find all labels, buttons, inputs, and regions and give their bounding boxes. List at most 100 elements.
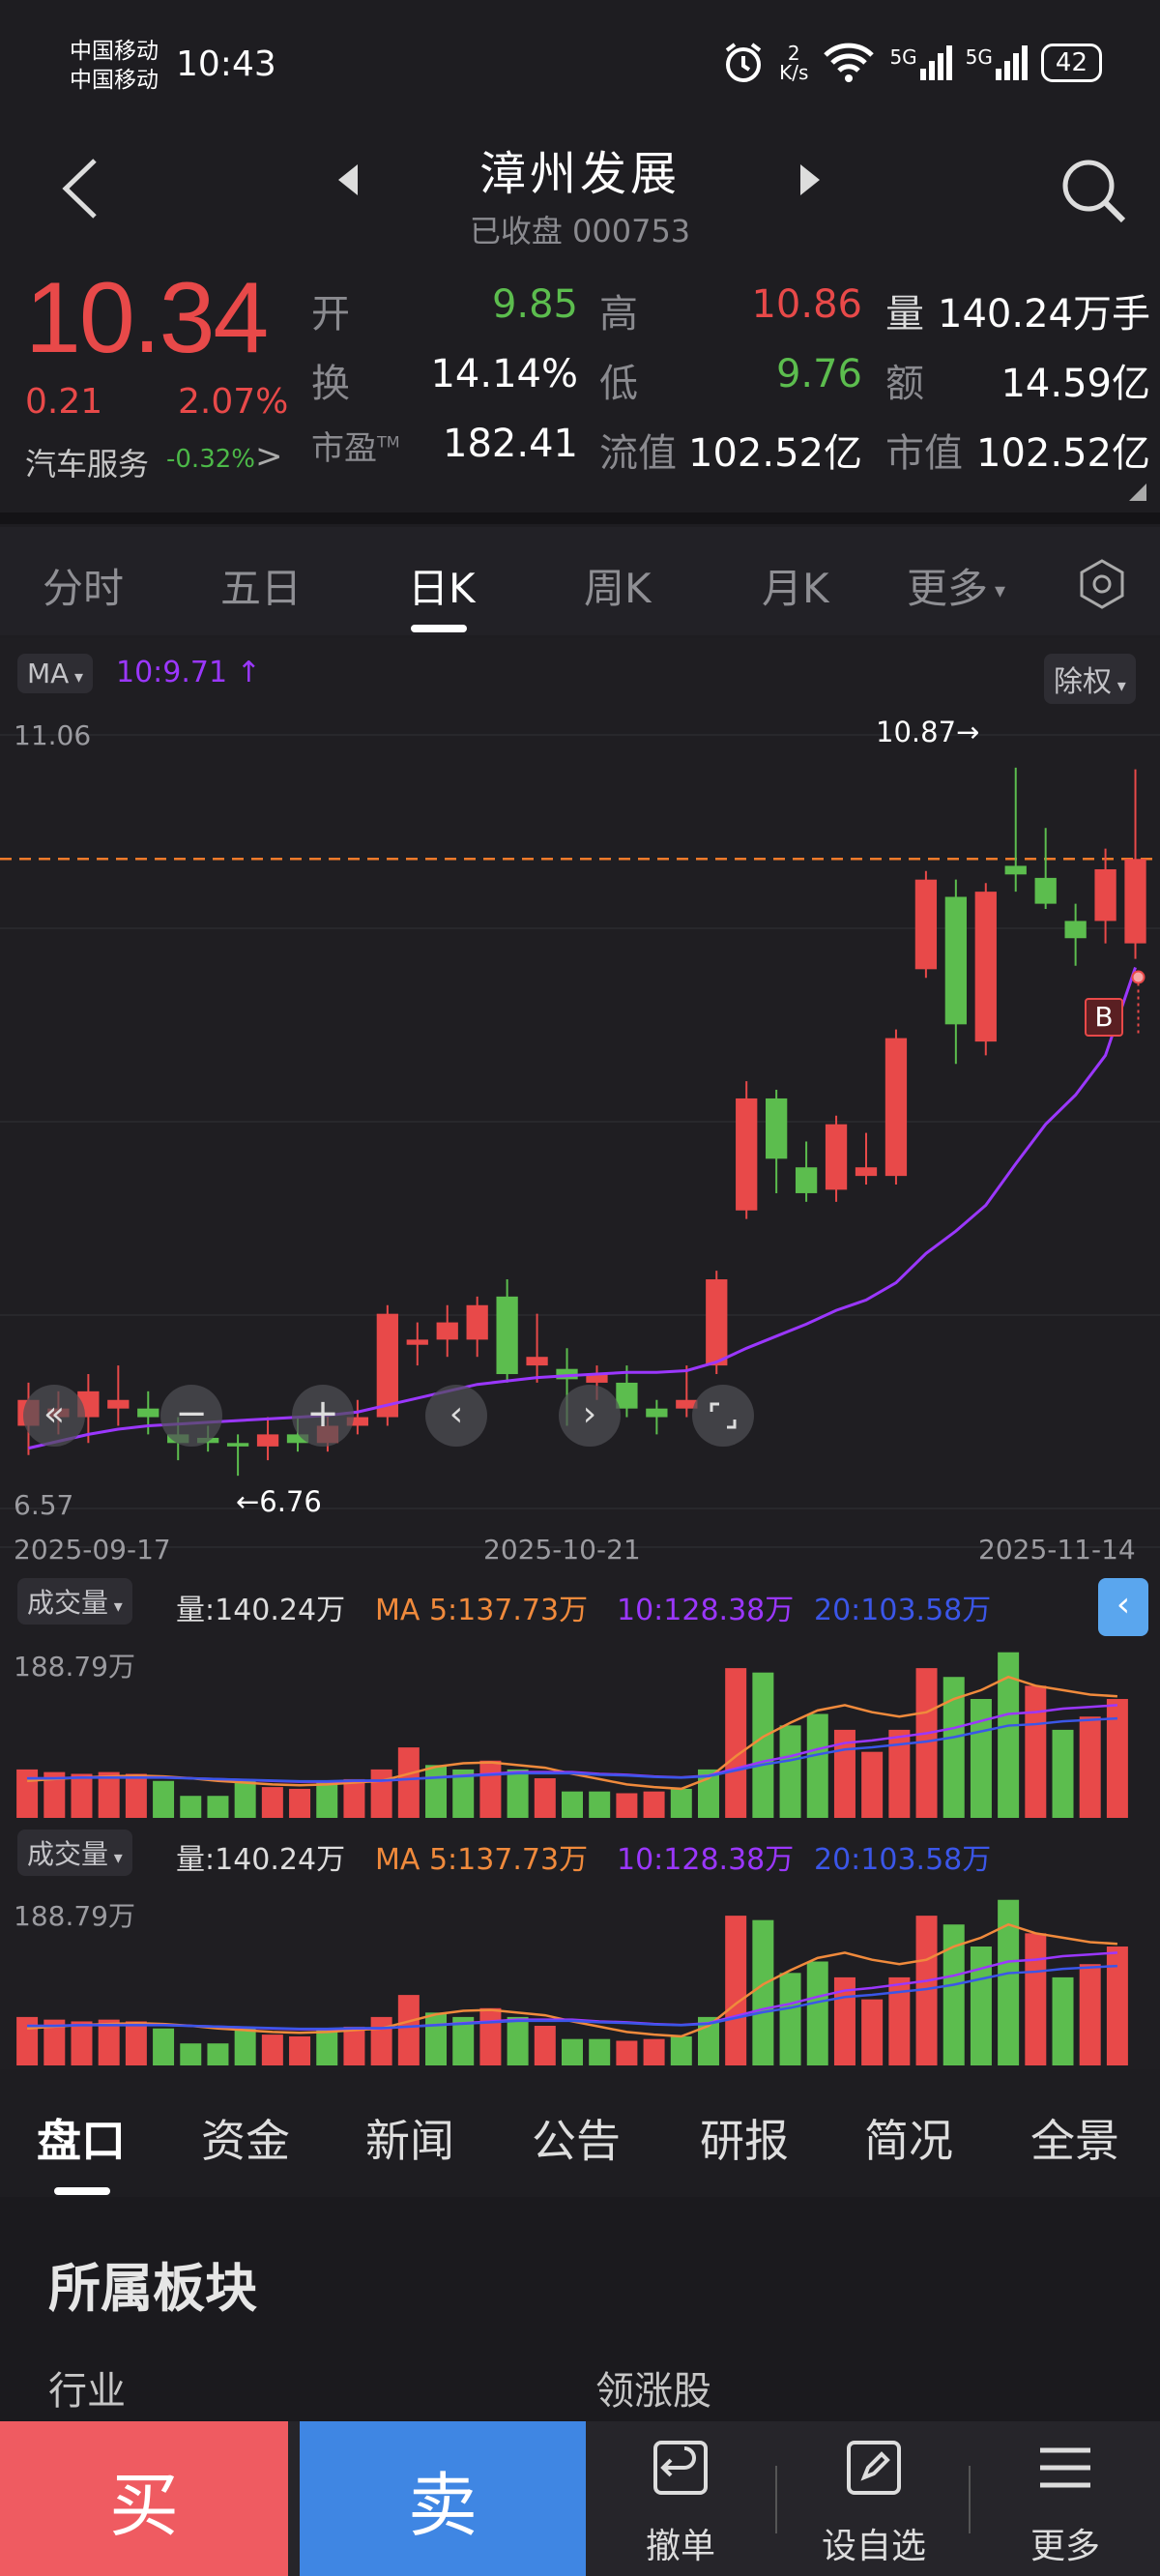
volume-bar — [861, 1999, 884, 2065]
volume-selector[interactable]: 成交量 ▾ — [17, 1578, 132, 1625]
candle-body — [226, 1443, 249, 1447]
volume-ma20-label-2: 20:103.58万 — [814, 1843, 992, 1877]
caret-down-icon: ▾ — [1112, 676, 1126, 696]
volume-bar — [670, 1788, 692, 1818]
candlestick-chart[interactable] — [0, 706, 1160, 1576]
sector-name[interactable]: 汽车服务 — [25, 446, 150, 483]
candle-body — [256, 1434, 279, 1447]
tab-more[interactable]: 更多 ▾ — [907, 556, 1005, 615]
double-left-icon[interactable]: « — [23, 1385, 85, 1447]
volume-bar — [507, 2016, 529, 2065]
tab-five-day[interactable]: 五日 — [220, 565, 303, 612]
candle-body — [1124, 859, 1146, 944]
pan-right-icon[interactable]: › — [559, 1385, 621, 1447]
high-annotation: 10.87→ — [876, 716, 980, 748]
candle-body — [526, 1357, 548, 1366]
ma-selector[interactable]: MA ▾ — [17, 654, 94, 693]
tab-order-book[interactable]: 盘口 — [37, 2115, 126, 2167]
tab-announcements[interactable]: 公告 — [532, 2115, 621, 2167]
adjust-selector[interactable]: 除权 ▾ — [1044, 654, 1136, 704]
stock-status-code: 已收盘 000753 — [469, 213, 691, 249]
buy-marker[interactable]: B — [1085, 998, 1123, 1037]
section-title: 所属板块 — [48, 2258, 257, 2319]
more-button[interactable]: 更多 — [978, 2417, 1152, 2572]
x-axis-end: 2025-11-14 — [978, 1534, 1136, 1566]
tab-research[interactable]: 研报 — [700, 2115, 789, 2167]
chart-settings-icon[interactable] — [1075, 557, 1129, 611]
volume-bar — [670, 2035, 692, 2065]
volume-selector-2[interactable]: 成交量 ▾ — [17, 1830, 132, 1876]
volume-bar — [861, 1751, 884, 1818]
section-divider — [0, 512, 1160, 524]
candle-body — [436, 1322, 458, 1340]
zoom-out-icon[interactable]: − — [160, 1385, 222, 1447]
buy-button[interactable]: 买 — [0, 2421, 288, 2576]
volume-bar — [1106, 1699, 1128, 1818]
fullscreen-icon[interactable] — [692, 1385, 754, 1447]
volume-bar — [534, 2026, 556, 2065]
volume-bar — [725, 1668, 747, 1818]
volume-bar — [779, 1725, 801, 1818]
volume-bar — [779, 1973, 801, 2065]
sell-button[interactable]: 卖 — [300, 2421, 586, 2576]
volume-bar — [16, 1769, 39, 1818]
volume-chart-1[interactable] — [0, 1644, 1160, 1823]
tab-profile[interactable]: 简况 — [864, 2115, 953, 2167]
volume-bar — [915, 1668, 938, 1818]
tab-intraday[interactable]: 分时 — [43, 565, 125, 612]
carrier-1: 中国移动 — [70, 39, 159, 64]
tab-indicator — [411, 625, 467, 632]
tab-daily-k[interactable]: 日K — [408, 565, 476, 612]
caret-down-icon: ▾ — [108, 1596, 123, 1617]
candle-body — [884, 1038, 908, 1177]
volume-chart-2[interactable] — [0, 1891, 1160, 2070]
volume-bar — [562, 2038, 583, 2065]
volume-bar — [71, 2021, 93, 2065]
cancel-order-button[interactable]: 撤单 — [594, 2417, 768, 2572]
net-speed: 2 K/s — [779, 42, 809, 84]
zoom-in-icon[interactable]: + — [292, 1385, 354, 1447]
next-stock-icon[interactable] — [800, 164, 820, 195]
candle-body — [1094, 868, 1116, 922]
candle-body — [736, 1098, 758, 1211]
pan-left-icon[interactable]: ‹ — [425, 1385, 487, 1447]
collapse-panel-icon[interactable]: ‹ — [1098, 1578, 1148, 1636]
prev-stock-icon[interactable] — [338, 164, 358, 195]
edit-icon — [847, 2441, 901, 2495]
volume-bar — [289, 1788, 311, 1818]
search-icon[interactable] — [1056, 153, 1129, 226]
tab-monthly-k[interactable]: 月K — [762, 565, 829, 612]
candle-body — [914, 879, 938, 970]
volume-bar — [370, 1769, 392, 1818]
price-change: 0.21 — [25, 382, 103, 422]
leading-stock-column-header: 领涨股 — [595, 2369, 711, 2414]
y-axis-min: 6.57 — [14, 1489, 74, 1521]
expand-corner-icon[interactable] — [1129, 483, 1146, 501]
candle-body — [496, 1296, 518, 1375]
tab-news[interactable]: 新闻 — [365, 2115, 454, 2167]
add-watchlist-button[interactable]: 设自选 — [787, 2417, 961, 2572]
action-separator — [969, 2466, 971, 2533]
tab-weekly-k[interactable]: 周K — [584, 565, 652, 612]
battery-indicator: 42 — [1040, 44, 1102, 82]
volume-bar — [397, 1995, 420, 2065]
signal-2: 5G — [966, 45, 1028, 80]
volume-y-max-2: 188.79万 — [14, 1900, 135, 1932]
volume-bar — [616, 2040, 638, 2065]
caret-down-icon: ▾ — [988, 579, 1006, 603]
period-tab-bar — [0, 527, 1160, 635]
volume-bar — [343, 1778, 365, 1818]
ma10-value: 10:9.71 ↑ — [116, 656, 261, 689]
signal-1: 5G — [889, 45, 952, 80]
tab-overview[interactable]: 全景 — [1030, 2115, 1119, 2167]
volume-bar — [643, 2038, 665, 2065]
volume-bar — [479, 1760, 502, 1818]
volume-bar — [180, 2043, 202, 2065]
chevron-right-icon[interactable]: > — [255, 437, 283, 476]
volume-bar — [370, 2016, 392, 2065]
back-arrow-icon[interactable] — [58, 155, 101, 222]
volume-bar — [234, 2028, 256, 2065]
volume-bar — [125, 2021, 147, 2065]
tab-funds[interactable]: 资金 — [201, 2115, 290, 2167]
menu-icon — [1040, 2447, 1090, 2488]
